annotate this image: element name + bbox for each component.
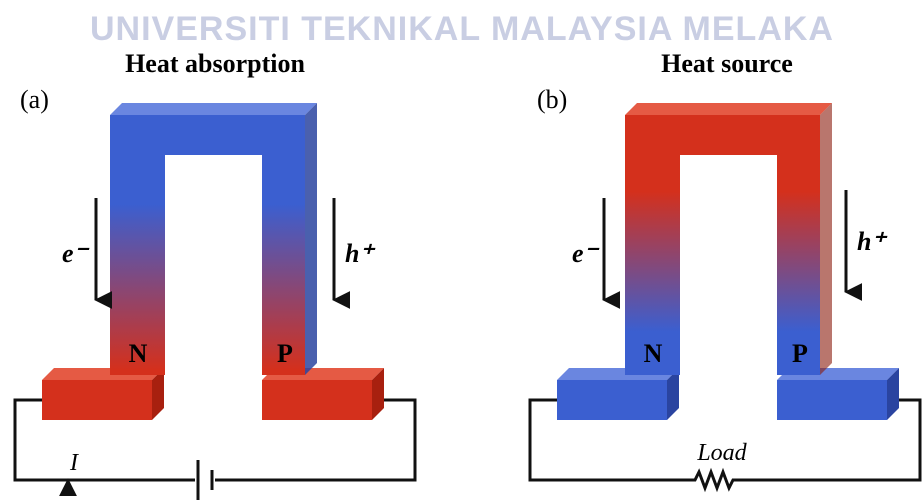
- panel-label: (b): [537, 85, 567, 114]
- thermoelectric-leg: [625, 115, 820, 375]
- foot: [557, 380, 667, 420]
- panel-label: (a): [20, 85, 49, 114]
- n-leg-label: N: [644, 339, 663, 368]
- hole-label: h⁺: [857, 227, 887, 256]
- foot: [777, 380, 887, 420]
- foot: [262, 380, 372, 420]
- panel-title: Heat source: [661, 49, 793, 78]
- electron-label: e⁻: [572, 239, 600, 268]
- watermark: UNIVERSITI TEKNIKAL MALAYSIA MELAKA: [90, 10, 834, 48]
- diagram: UNIVERSITI TEKNIKAL MALAYSIA MELAKA Heat…: [0, 0, 924, 501]
- n-leg-label: N: [129, 339, 148, 368]
- load-label: Load: [696, 440, 747, 466]
- current-label: I: [69, 450, 79, 476]
- u-side: [820, 103, 832, 375]
- u-top: [110, 103, 317, 115]
- panel-title: Heat absorption: [125, 49, 305, 78]
- hole-label: h⁺: [345, 239, 375, 268]
- electron-label: e⁻: [62, 239, 90, 268]
- u-side: [305, 103, 317, 375]
- panel-b: Heat source (b) Load N P e⁻ h⁺: [530, 49, 920, 488]
- p-leg-label: P: [277, 339, 293, 368]
- p-leg-label: P: [792, 339, 808, 368]
- panel-a: Heat absorption (a) I N P e⁻ h⁺: [15, 49, 415, 500]
- thermoelectric-leg: [110, 115, 305, 375]
- foot: [42, 380, 152, 420]
- u-top: [625, 103, 832, 115]
